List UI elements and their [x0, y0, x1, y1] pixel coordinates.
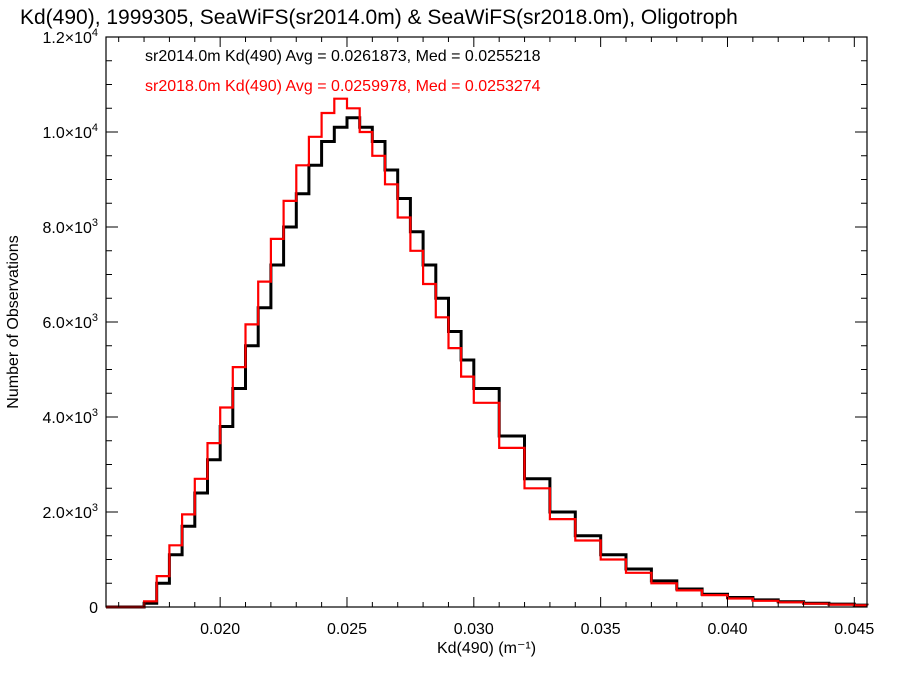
y-tick-label: 1.2×104 — [42, 27, 98, 47]
series-line-sr2018.0m — [106, 97, 869, 609]
y-axis-label: Number of Observations — [5, 235, 22, 408]
x-axis: 0.020 0.025 0.030 0.035 0.040 0.045 — [118, 37, 874, 638]
x-tick-label: 0.040 — [707, 621, 747, 638]
y-tick-label: 6.0×103 — [42, 312, 98, 332]
y-tick-label: 0 — [89, 600, 98, 617]
series-line-sr2014.0m — [106, 116, 869, 609]
series-layer — [106, 97, 869, 609]
y-tick-label: 1.0×104 — [42, 122, 98, 142]
legend-entry: sr2018.0m Kd(490) Avg = 0.0259978, Med =… — [145, 78, 541, 95]
y-tick-label: 2.0×103 — [42, 502, 98, 522]
y-tick-label: 4.0×103 — [42, 407, 98, 427]
x-tick-label: 0.025 — [327, 621, 367, 638]
x-tick-label: 0.030 — [454, 621, 494, 638]
x-tick-label: 0.035 — [581, 621, 621, 638]
legend: sr2014.0m Kd(490) Avg = 0.0261873, Med =… — [145, 48, 541, 95]
chart-title: Kd(490), 1999305, SeaWiFS(sr2014.0m) & S… — [20, 6, 738, 29]
y-tick-label: 8.0×103 — [42, 217, 98, 237]
plot-frame — [105, 36, 868, 608]
x-tick-label: 0.045 — [834, 621, 874, 638]
x-tick-label: 0.020 — [200, 621, 240, 638]
y-axis: 0 2.0×103 4.0×103 6.0×103 8.0×103 1.0×104 1.2×… — [42, 27, 867, 617]
x-axis-label: Kd(490) (m⁻¹) — [437, 640, 536, 657]
legend-entry: sr2014.0m Kd(490) Avg = 0.0261873, Med =… — [145, 48, 541, 65]
